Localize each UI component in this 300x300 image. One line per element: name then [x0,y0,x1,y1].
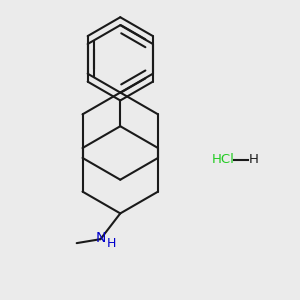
Text: N: N [95,231,106,245]
Text: H: H [107,237,116,250]
Text: H: H [249,153,259,167]
Text: HCl: HCl [212,153,234,167]
